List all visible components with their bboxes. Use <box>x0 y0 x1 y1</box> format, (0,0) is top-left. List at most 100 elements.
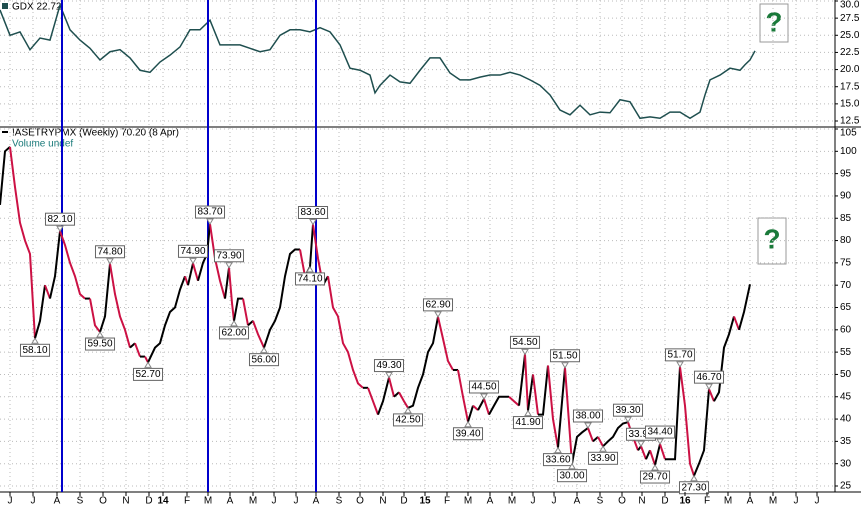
pivot-label: 62.90 <box>422 298 454 312</box>
x-tick-label: S <box>597 496 604 507</box>
pivot-label-box <box>693 370 725 384</box>
pivot-label: 51.50 <box>549 349 581 363</box>
y-tick-label: 105 <box>840 128 857 139</box>
pivot-marker <box>31 337 39 344</box>
x-tick-label: O <box>356 496 364 507</box>
legend-swatch <box>2 3 8 9</box>
pivot-label-box <box>84 337 116 351</box>
pivot-label-text: 30.00 <box>559 470 584 481</box>
volume-note: Volume undef <box>12 139 73 150</box>
y-tick-label: 35 <box>840 436 852 447</box>
swing-segment <box>44 284 51 299</box>
pivot-label-text: 33.60 <box>545 454 570 465</box>
swing-segment <box>693 389 710 477</box>
pivot-marker <box>480 393 488 400</box>
swing-segment <box>597 436 604 447</box>
swing-segment <box>587 427 594 442</box>
y-tick-label: 22.5 <box>840 47 860 58</box>
y-tick-label: 65 <box>840 302 852 313</box>
swing-segment <box>457 369 469 422</box>
pivot-label-box <box>512 416 544 430</box>
x-tick-label: J <box>794 496 799 507</box>
x-tick-label: J <box>294 496 299 507</box>
swing-segment <box>708 388 715 402</box>
x-tick-label: N <box>122 496 129 507</box>
swing-segment <box>228 267 235 321</box>
swing-segment <box>147 275 186 363</box>
y-tick-label: 30 <box>840 458 852 469</box>
pivot-label-text: 83.70 <box>197 207 222 218</box>
pivot-label-box <box>549 349 581 363</box>
pivot-label: 33.90 <box>587 451 619 465</box>
x-tick-label: M <box>508 496 516 507</box>
legend-swatch <box>2 131 8 133</box>
question-mark: ? <box>765 6 782 37</box>
pivot-label-text: 82.10 <box>47 214 72 225</box>
y-tick-label: 27.5 <box>840 13 860 24</box>
y-tick-label: 12.5 <box>840 116 860 127</box>
x-tick-label: J <box>272 496 277 507</box>
swing-segment <box>263 248 300 348</box>
pivot-marker <box>521 348 529 356</box>
pivot-label-text: 52.70 <box>135 369 160 380</box>
swing-segment <box>187 263 194 286</box>
pivot-label: 82.10 <box>44 212 76 226</box>
x-tick-label: M <box>204 496 212 507</box>
y-tick-label: 95 <box>840 168 852 179</box>
pivot-label-box <box>572 409 604 423</box>
x-tick-label: A <box>574 496 581 507</box>
swing-segment <box>398 391 409 409</box>
x-tick-label: F <box>444 496 450 507</box>
x-tick-label: D <box>145 496 152 507</box>
pivot-label-box <box>678 481 710 495</box>
pivot-label-text: 46.70 <box>696 372 721 383</box>
swing-segment <box>679 366 695 477</box>
pivot-marker <box>309 218 317 226</box>
swing-segment <box>472 404 479 411</box>
swing-segment <box>738 284 751 331</box>
swing-segment <box>252 320 265 349</box>
pivot-label-text: 34.40 <box>647 427 672 438</box>
pivot-label-text: 59.50 <box>87 339 112 350</box>
y-tick-label: 100 <box>840 146 857 157</box>
y-tick-label: 55 <box>840 347 852 358</box>
pivot-marker <box>568 462 576 470</box>
pivot-label-text: 74.10 <box>297 274 322 285</box>
x-tick-label: J <box>815 496 820 507</box>
x-tick-label: S <box>336 496 343 507</box>
swing-segment <box>109 263 131 348</box>
pivot-label-text: 49.30 <box>376 360 401 371</box>
pivot-marker <box>189 257 197 265</box>
x-tick-label: F <box>184 496 190 507</box>
pivot-marker <box>225 262 233 269</box>
x-tick-label: M <box>724 496 732 507</box>
x-tick-label: J <box>31 496 36 507</box>
pivot-label: 83.70 <box>194 205 226 219</box>
pivot-label-box <box>468 380 500 394</box>
swing-segment <box>129 342 136 349</box>
y-tick-label: 20.0 <box>840 64 860 75</box>
pivot-label: 56.00 <box>248 353 280 367</box>
y-tick-label: 17.5 <box>840 81 860 92</box>
x-tick-label: A <box>313 496 320 507</box>
x-tick-label: J <box>8 496 13 507</box>
x-tick-label: 16 <box>679 496 691 507</box>
swing-segment <box>488 395 509 416</box>
pivot-label-box <box>509 335 541 349</box>
swing-segment <box>508 396 520 407</box>
pivot-label-text: 39.40 <box>455 428 480 439</box>
y-tick-label: 30.0 <box>840 0 860 11</box>
swing-segment <box>299 249 306 277</box>
pivot-label-box <box>452 427 484 441</box>
pivot-label: 39.30 <box>612 403 644 417</box>
pivot-label-text: 27.30 <box>681 482 706 493</box>
x-tick-label: M <box>249 496 257 507</box>
swing-segment <box>571 427 589 464</box>
x-tick-label: 14 <box>157 496 169 507</box>
pivot-label: 59.50 <box>84 337 116 351</box>
pivot-label: 83.60 <box>297 205 329 219</box>
pivot-marker <box>385 372 393 379</box>
swing-segment <box>242 298 249 326</box>
swing-segment <box>99 263 111 333</box>
swing-segment <box>9 146 36 339</box>
